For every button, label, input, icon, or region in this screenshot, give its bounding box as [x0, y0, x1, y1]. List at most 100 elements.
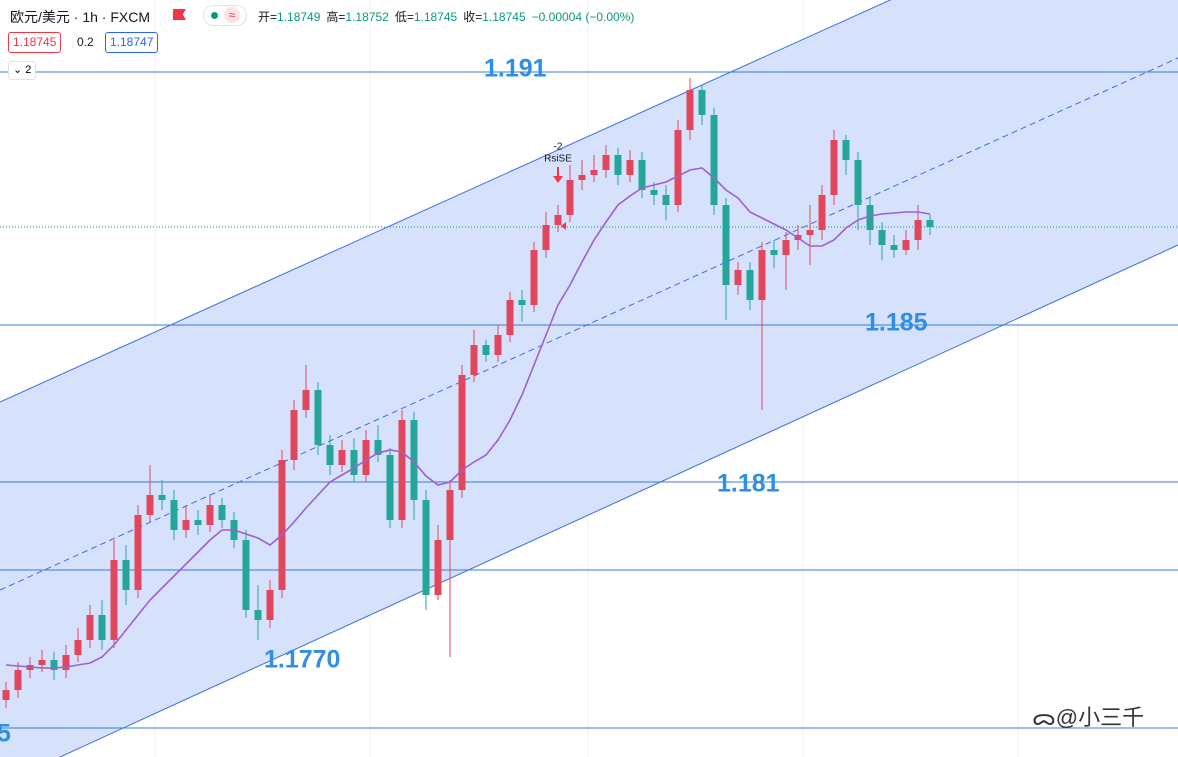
flag-icon[interactable]	[173, 9, 186, 20]
candle-body	[38, 660, 46, 665]
candle-body	[566, 180, 574, 215]
candle-body	[386, 455, 394, 520]
candle-body	[626, 160, 634, 175]
candle-body	[206, 505, 214, 525]
candle-body	[218, 505, 226, 520]
price-annotation: 1.181	[717, 470, 780, 498]
ohlc-legend: 开=1.18749 高=1.18752 低=1.18745 收=1.18745 −0.0…	[258, 8, 634, 25]
candle-body	[50, 660, 58, 670]
candle-body	[530, 250, 538, 305]
channel-upper	[0, 0, 892, 403]
candle-body	[806, 230, 814, 235]
chevron: ⌄	[13, 64, 26, 76]
collapse-button[interactable]: ⌄ 2	[8, 61, 37, 80]
candle-body	[86, 615, 94, 640]
candle-body	[926, 220, 934, 227]
candle-body	[650, 190, 658, 195]
signal-arrow	[553, 167, 563, 183]
candle-body	[434, 540, 442, 595]
candle-body	[554, 215, 562, 225]
candle-body	[170, 500, 178, 530]
candle-body	[350, 450, 358, 475]
watermark: ᯅ@小三千	[1032, 700, 1144, 732]
price-annotation: 5	[0, 720, 11, 748]
candle-body	[746, 270, 754, 300]
candle-body	[254, 610, 262, 620]
watermark-text: @小三千	[1055, 705, 1145, 730]
candle-body	[74, 640, 82, 655]
candle-body	[326, 445, 334, 465]
candle-body	[902, 240, 910, 250]
candle-body	[2, 690, 10, 700]
moving-average	[5, 167, 931, 669]
candle-body	[890, 245, 898, 250]
candle-body	[638, 160, 646, 190]
candle-body	[602, 155, 610, 170]
candle-body	[854, 160, 862, 205]
sell-price[interactable]: 1.18745	[8, 32, 62, 53]
candle-body	[518, 300, 526, 305]
candle-body	[494, 335, 502, 355]
candle-body	[242, 540, 250, 610]
buy-price[interactable]: 1.18747	[105, 32, 159, 53]
candle-body	[506, 300, 514, 335]
candle-body	[374, 440, 382, 455]
candle-body	[98, 615, 106, 640]
ohlc-label: 高=	[326, 10, 346, 24]
candle-body	[662, 195, 670, 205]
candle-body	[146, 495, 154, 515]
candle-body	[482, 345, 490, 355]
price-annotation: 1.185	[865, 309, 928, 337]
candle-body	[710, 115, 718, 205]
candle-body	[818, 195, 826, 230]
ohlc-value: 1.18745	[482, 10, 526, 24]
candle-body	[62, 655, 70, 670]
ohlc-label: 收=	[463, 10, 483, 24]
candle-body	[830, 140, 838, 195]
channel-middle	[0, 57, 1178, 591]
candle-body	[362, 440, 370, 475]
ohlc-change: −0.00004 (−0.00%)	[531, 10, 635, 24]
candle-body	[14, 670, 22, 690]
candle-body	[134, 515, 142, 590]
candle-body	[914, 220, 922, 240]
candle-body	[734, 270, 742, 285]
candle-body	[398, 420, 406, 520]
candle-body	[314, 390, 322, 445]
approx-icon: ≈	[224, 7, 240, 23]
candle-body	[422, 500, 430, 595]
status-dot	[211, 12, 218, 19]
indicator-toggle[interactable]: ≈	[203, 5, 247, 26]
candle-body	[446, 490, 454, 540]
candle-body	[590, 170, 598, 175]
spread: 0.2	[77, 35, 94, 49]
candle-body	[470, 345, 478, 375]
candle-body	[194, 520, 202, 525]
price-annotation: 1.191	[484, 55, 547, 83]
symbol[interactable]: 欧元/美元 · 1h · FXCM	[10, 9, 151, 25]
candle-body	[614, 155, 622, 175]
watermark-icon: ᯅ	[1032, 705, 1056, 730]
signal-label: RsiSE	[544, 154, 572, 165]
channel-lower	[58, 244, 1178, 757]
candle-body	[410, 420, 418, 500]
candle-body	[866, 205, 874, 230]
candle-body	[686, 90, 694, 130]
candle-body	[758, 250, 766, 300]
candle-body	[770, 250, 778, 255]
ohlc-label: 低=	[394, 10, 414, 24]
candle-body	[782, 240, 790, 255]
candle-body	[182, 520, 190, 530]
candle-body	[266, 590, 274, 620]
candle-body	[674, 130, 682, 205]
signal-count: -2	[554, 142, 563, 153]
ohlc-value: 1.18749	[277, 10, 321, 24]
candle-body	[878, 230, 886, 245]
candle-body	[842, 140, 850, 160]
candle-body	[722, 205, 730, 285]
candle-body	[578, 175, 586, 180]
candle-body	[158, 495, 166, 500]
